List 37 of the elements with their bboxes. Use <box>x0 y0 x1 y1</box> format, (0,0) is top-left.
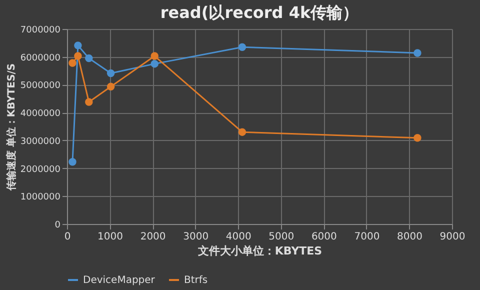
point <box>85 54 93 62</box>
y-tick-label: 2000000 <box>20 164 61 175</box>
y-axis-title: 传输速度 单位：KBYTES/S <box>5 63 18 192</box>
point <box>106 82 115 91</box>
point <box>150 60 158 68</box>
legend-label: DeviceMapper <box>83 275 156 286</box>
point <box>85 98 93 106</box>
point <box>150 52 158 60</box>
point <box>74 42 82 50</box>
chart-title: read(以record 4k传输） <box>160 3 359 22</box>
y-tick-label: 4000000 <box>20 109 61 120</box>
x-tick-label: 4000 <box>226 232 252 242</box>
x-tick-label: 3000 <box>183 232 209 242</box>
x-tick-label: 2000 <box>140 232 166 242</box>
y-tick-label: 1000000 <box>20 192 61 203</box>
legend-label: Btrfs <box>184 275 208 286</box>
x-tick-label: 7000 <box>354 232 380 242</box>
x-tick-label: 6000 <box>311 232 337 242</box>
y-tick-label: 0 <box>54 220 61 230</box>
point <box>414 134 422 142</box>
y-tick-label: 6000000 <box>20 53 61 64</box>
y-tick-label: 7000000 <box>20 26 61 36</box>
point <box>414 49 422 57</box>
x-tick-label: 0 <box>64 232 71 242</box>
point <box>68 158 76 166</box>
point <box>74 52 82 60</box>
x-tick-label: 8000 <box>396 232 422 242</box>
x-tick-label: 5000 <box>268 232 294 242</box>
x-tick-label: 9000 <box>440 232 466 242</box>
y-tick-label: 5000000 <box>20 81 61 92</box>
point <box>238 43 246 51</box>
point <box>68 59 76 67</box>
x-tick-label: 1000 <box>98 232 124 242</box>
point <box>238 128 246 136</box>
point <box>106 69 115 78</box>
x-axis-title: 文件大小单位：KBYTES <box>196 244 322 258</box>
y-tick-label: 3000000 <box>20 136 61 147</box>
